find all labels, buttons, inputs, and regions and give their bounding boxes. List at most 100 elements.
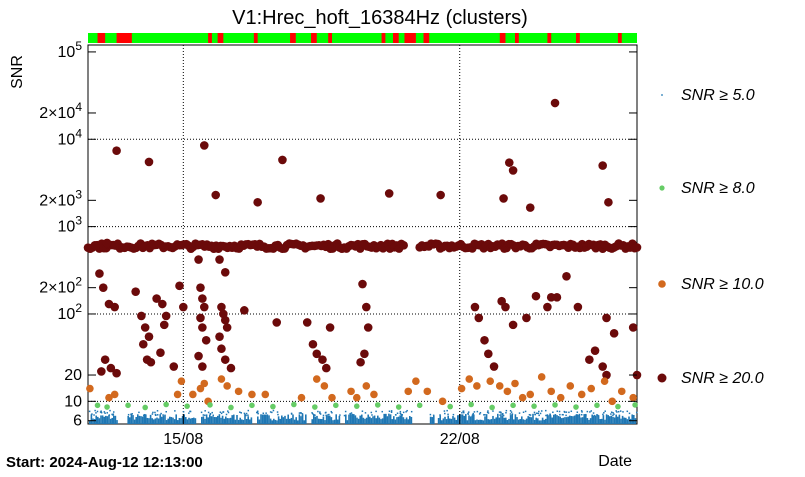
noise-band-column <box>223 418 225 424</box>
noise-band-column <box>479 419 481 424</box>
noise-band-column <box>445 419 448 424</box>
noise-point <box>95 412 97 414</box>
noise-band-column <box>332 420 334 424</box>
noise-band-column <box>380 419 382 424</box>
noise-point <box>99 411 102 413</box>
noise-point <box>499 414 501 416</box>
snr-8-point <box>163 401 169 408</box>
snr-20-point <box>484 349 493 359</box>
noise-band-column <box>442 418 445 424</box>
noise-band-column <box>105 415 107 424</box>
noise-point <box>257 412 259 415</box>
snr-20-point <box>138 339 148 349</box>
noise-band-column <box>250 417 253 424</box>
noise-band-column <box>170 417 173 424</box>
noise-point <box>467 411 470 413</box>
noise-point <box>463 411 465 414</box>
noise-band-column <box>375 418 377 424</box>
noise-band-column <box>295 417 297 424</box>
snr-20-point <box>144 332 154 341</box>
noise-band-column <box>175 414 177 424</box>
noise-band-column <box>596 414 598 424</box>
noise-band-column <box>487 419 489 424</box>
noise-point <box>603 411 605 414</box>
noise-point <box>479 411 482 414</box>
noise-point <box>545 409 547 412</box>
noise-point <box>537 412 540 415</box>
snr-10-point <box>352 393 361 402</box>
snr-8-point <box>104 404 110 410</box>
status-bad-segment <box>311 33 317 43</box>
noise-band-column <box>154 418 157 424</box>
noise-point <box>271 411 273 414</box>
noise-band-column <box>609 416 611 424</box>
y-tick-label: 2×104 <box>39 100 82 122</box>
noise-band-column <box>274 419 277 424</box>
snr-20-point <box>501 302 510 312</box>
noise-point <box>484 414 486 416</box>
snr-20-point <box>358 279 367 289</box>
noise-point <box>344 410 347 413</box>
noise-band-column <box>285 418 288 424</box>
snr-20-point <box>278 155 287 165</box>
noise-point <box>112 414 114 416</box>
noise-point <box>498 411 501 413</box>
noise-point <box>559 413 561 416</box>
noise-point <box>510 411 513 413</box>
snr-20-point <box>399 241 408 250</box>
noise-band-column <box>305 414 307 424</box>
noise-point <box>265 412 267 414</box>
snr-20-point <box>169 362 179 371</box>
noise-band-column <box>338 415 341 424</box>
legend-marker <box>659 185 665 191</box>
snr-20-point <box>508 320 518 330</box>
snr-8-point <box>207 402 213 408</box>
noise-band-column <box>529 416 531 424</box>
noise-point <box>549 414 552 416</box>
snr-10-point <box>518 393 527 402</box>
snr-20-point <box>312 349 322 359</box>
noise-point <box>476 410 479 413</box>
noise-band-column <box>543 419 545 424</box>
noise-band-column <box>324 420 326 424</box>
snr-10-point <box>617 387 626 396</box>
noise-band-column <box>585 413 587 424</box>
snr-10-point <box>189 390 197 399</box>
noise-band-column <box>109 418 112 424</box>
noise-band-column <box>465 414 467 424</box>
snr-20-point <box>131 287 140 296</box>
noise-band-column <box>330 417 333 424</box>
noise-point <box>277 413 279 416</box>
snr-20-point <box>217 302 226 312</box>
snr-8-point <box>228 404 234 411</box>
noise-band-column <box>218 414 221 424</box>
snr-20-point <box>489 362 499 371</box>
noise-point <box>188 412 190 414</box>
start-time-label: Start: 2024-Aug-12 12:13:00 <box>6 454 203 471</box>
noise-band-column <box>229 417 232 424</box>
snr-20-point <box>470 302 480 312</box>
noise-band-column <box>266 414 269 424</box>
noise-band-column <box>601 418 603 424</box>
snr-20-point <box>175 281 184 291</box>
noise-band-column <box>497 413 499 424</box>
snr-20-point <box>508 166 518 175</box>
noise-band-column <box>577 414 579 424</box>
snr-20-point <box>522 313 531 323</box>
noise-band-column <box>146 417 149 424</box>
noise-point <box>390 411 393 414</box>
noise-band-column <box>108 414 110 424</box>
noise-point <box>96 410 99 413</box>
noise-band-column <box>618 414 621 424</box>
snr-20-point <box>112 146 121 155</box>
noise-point <box>130 413 132 416</box>
snr-8-point <box>142 404 148 411</box>
noise-band-column <box>388 414 390 424</box>
noise-band-column <box>540 420 542 424</box>
snr-8-point <box>291 401 297 408</box>
snr-8-point <box>333 402 339 409</box>
status-bad-segment <box>217 33 224 43</box>
snr-20-point <box>146 357 156 367</box>
noise-point <box>478 413 481 415</box>
noise-band-column <box>205 414 208 424</box>
